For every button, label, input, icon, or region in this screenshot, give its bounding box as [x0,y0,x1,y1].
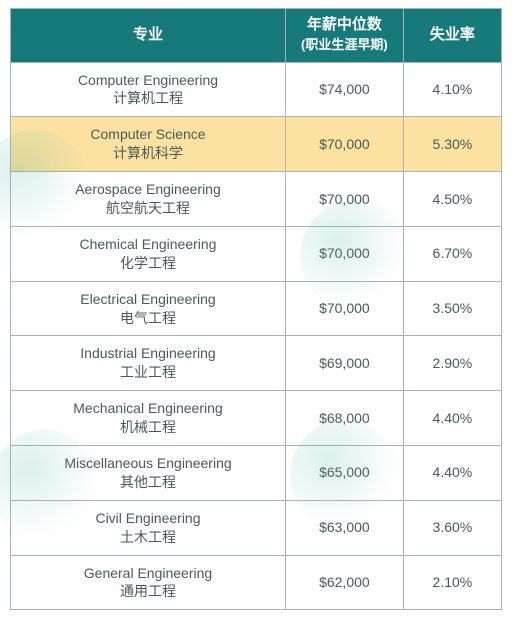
cell-unemployment: 4.50% [403,172,501,227]
majors-salary-table: 专业 年薪中位数 (职业生涯早期) 失业率 Computer Engineeri… [10,8,502,610]
major-chinese: 土木工程 [15,528,281,547]
major-english: Computer Engineering [15,71,281,90]
major-chinese: 电气工程 [15,309,281,328]
cell-salary: $65,000 [285,445,403,500]
table-row: Industrial Engineering工业工程$69,0002.90% [11,336,502,391]
cell-major: General Engineering通用工程 [11,555,286,610]
col-header-major: 专业 [11,9,286,63]
major-chinese: 化学工程 [15,254,281,273]
table-row: Aerospace Engineering航空航天工程$70,0004.50% [11,172,502,227]
cell-unemployment: 2.90% [403,336,501,391]
cell-major: Computer Engineering计算机工程 [11,62,286,117]
major-english: Chemical Engineering [15,235,281,254]
table-row: Chemical Engineering化学工程$70,0006.70% [11,226,502,281]
major-english: Aerospace Engineering [15,180,281,199]
cell-salary: $70,000 [285,172,403,227]
cell-major: Industrial Engineering工业工程 [11,336,286,391]
cell-major: Chemical Engineering化学工程 [11,226,286,281]
table-row: Civil Engineering土木工程$63,0003.60% [11,500,502,555]
col-header-salary-label: 年薪中位数 [307,16,382,33]
cell-unemployment: 5.30% [403,117,501,172]
major-chinese: 工业工程 [15,363,281,382]
major-english: Computer Science [15,125,281,144]
table-row: Mechanical Engineering机械工程$68,0004.40% [11,391,502,446]
cell-salary: $63,000 [285,500,403,555]
cell-salary: $62,000 [285,555,403,610]
cell-major: Mechanical Engineering机械工程 [11,391,286,446]
major-english: Mechanical Engineering [15,399,281,418]
col-header-salary-sub: (职业生涯早期) [301,37,388,52]
major-chinese: 机械工程 [15,418,281,437]
cell-major: Electrical Engineering电气工程 [11,281,286,336]
cell-unemployment: 4.40% [403,391,501,446]
cell-major: Aerospace Engineering航空航天工程 [11,172,286,227]
cell-salary: $68,000 [285,391,403,446]
major-english: Civil Engineering [15,509,281,528]
col-header-salary: 年薪中位数 (职业生涯早期) [285,9,403,63]
table-row: Computer Engineering计算机工程$74,0004.10% [11,62,502,117]
cell-major: Miscellaneous Engineering其他工程 [11,445,286,500]
cell-major: Computer Science计算机科学 [11,117,286,172]
cell-major: Civil Engineering土木工程 [11,500,286,555]
table-header-row: 专业 年薪中位数 (职业生涯早期) 失业率 [11,9,502,63]
major-english: General Engineering [15,564,281,583]
cell-salary: $70,000 [285,281,403,336]
cell-salary: $69,000 [285,336,403,391]
cell-unemployment: 4.40% [403,445,501,500]
col-header-unemp-label: 失业率 [430,26,475,43]
major-chinese: 计算机工程 [15,89,281,108]
cell-salary: $70,000 [285,226,403,281]
major-english: Electrical Engineering [15,290,281,309]
cell-unemployment: 6.70% [403,226,501,281]
cell-unemployment: 2.10% [403,555,501,610]
major-english: Miscellaneous Engineering [15,454,281,473]
col-header-unemp: 失业率 [403,9,501,63]
cell-salary: $70,000 [285,117,403,172]
table-row: Computer Science计算机科学$70,0005.30% [11,117,502,172]
table-row: Electrical Engineering电气工程$70,0003.50% [11,281,502,336]
cell-unemployment: 3.50% [403,281,501,336]
table-row: General Engineering通用工程$62,0002.10% [11,555,502,610]
cell-salary: $74,000 [285,62,403,117]
major-chinese: 其他工程 [15,473,281,492]
table-row: Miscellaneous Engineering其他工程$65,0004.40… [11,445,502,500]
major-chinese: 计算机科学 [15,144,281,163]
cell-unemployment: 3.60% [403,500,501,555]
major-chinese: 通用工程 [15,582,281,601]
cell-unemployment: 4.10% [403,62,501,117]
major-chinese: 航空航天工程 [15,199,281,218]
major-english: Industrial Engineering [15,344,281,363]
col-header-major-label: 专业 [133,26,163,43]
